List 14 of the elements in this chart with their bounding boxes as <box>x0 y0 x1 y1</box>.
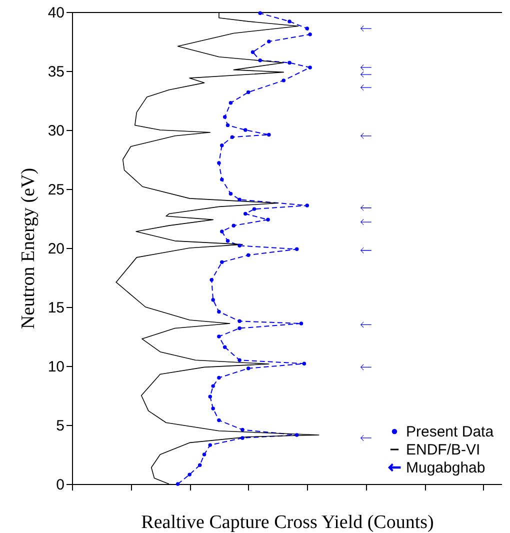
x-axis-title: Realtive Capture Cross Yield (Counts) <box>141 512 434 533</box>
legend-label: ENDF/B-VI <box>406 442 480 458</box>
legend-label: Present Data <box>406 424 494 440</box>
y-tick-label: 25 <box>48 182 64 198</box>
y-axis-title: Neutron Energy (eV) <box>18 168 39 330</box>
y-tick-label: 5 <box>56 418 64 434</box>
y-tick-label: 20 <box>48 240 64 258</box>
y-tick-label: 40 <box>48 4 64 22</box>
legend-label: Mugabghab <box>406 460 486 476</box>
y-tick-label: 15 <box>48 300 64 316</box>
y-tick-label: 0 <box>56 476 64 494</box>
y-tick-label: 10 <box>48 358 64 376</box>
y-tick-label: 35 <box>48 64 64 80</box>
y-tick-label: 30 <box>48 122 64 140</box>
